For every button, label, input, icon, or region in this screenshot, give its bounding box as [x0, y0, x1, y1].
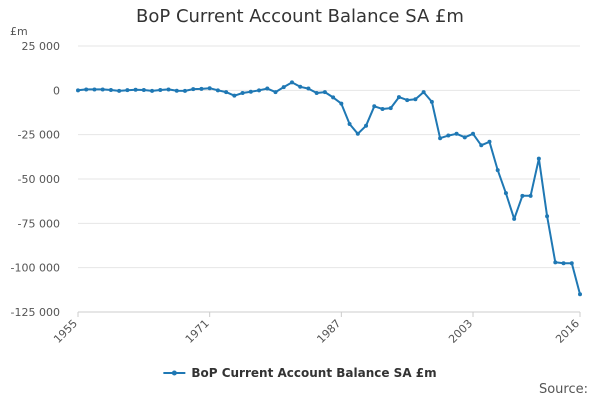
data-point[interactable] [347, 122, 352, 127]
axes: £m [10, 25, 580, 313]
data-point[interactable] [166, 87, 171, 92]
data-point[interactable] [462, 135, 467, 140]
data-point[interactable] [133, 87, 138, 92]
data-point[interactable] [182, 88, 187, 93]
data-point[interactable] [150, 88, 155, 93]
source-label: Source: [538, 382, 588, 397]
data-point[interactable] [355, 131, 360, 136]
x-tick-label: 1987 [314, 317, 343, 346]
data-point[interactable] [273, 90, 278, 95]
data-point[interactable] [413, 97, 418, 102]
y-tick-label: 0 [53, 84, 60, 97]
data-point[interactable] [248, 89, 253, 94]
data-point[interactable] [199, 86, 204, 91]
data-point[interactable] [331, 95, 336, 100]
data-point[interactable] [438, 136, 443, 141]
gridlines [78, 45, 580, 313]
data-point[interactable] [421, 90, 426, 95]
data-point[interactable] [536, 156, 541, 161]
data-point[interactable] [569, 261, 574, 266]
data-point[interactable] [232, 93, 237, 98]
x-axis-ticks: 1955 1971 1987 2003 2016 [51, 312, 582, 346]
data-point[interactable] [322, 90, 327, 95]
y-axis-ticks: 25 000 0 -25 000 -50 000 -75 000 -100 000 -125… [11, 40, 60, 319]
data-point[interactable] [306, 86, 311, 91]
series-line [77, 81, 581, 295]
data-point[interactable] [545, 214, 550, 219]
y-tick-label: -50 000 [18, 173, 60, 186]
y-tick-label: -25 000 [18, 129, 60, 142]
data-point[interactable] [207, 86, 212, 91]
data-point[interactable] [289, 80, 294, 85]
data-point[interactable] [298, 84, 303, 89]
data-point[interactable] [215, 88, 220, 93]
data-point[interactable] [158, 87, 163, 92]
data-point[interactable] [265, 86, 270, 91]
chart-title: BoP Current Account Balance SA £m [136, 6, 464, 27]
series-balance [76, 80, 582, 297]
data-point[interactable] [446, 133, 451, 138]
y-tick-label: -125 000 [11, 306, 60, 319]
data-point[interactable] [561, 261, 566, 266]
y-tick-label: 25 000 [22, 40, 61, 53]
data-point[interactable] [520, 193, 525, 198]
data-point[interactable] [141, 87, 146, 92]
y-axis-label: £m [10, 25, 28, 38]
y-tick-label: -75 000 [18, 217, 60, 230]
data-point[interactable] [454, 131, 459, 136]
legend[interactable]: BoP Current Account Balance SA £m [163, 366, 437, 380]
data-point[interactable] [84, 87, 89, 92]
legend-label: BoP Current Account Balance SA £m [191, 366, 436, 380]
data-point[interactable] [76, 88, 80, 93]
data-point[interactable] [339, 101, 344, 106]
data-point[interactable] [405, 98, 410, 103]
data-point[interactable] [108, 87, 113, 92]
data-point[interactable] [528, 193, 533, 198]
data-point[interactable] [191, 87, 196, 92]
data-point[interactable] [388, 106, 393, 111]
data-point[interactable] [372, 104, 377, 109]
x-tick-label: 2003 [446, 317, 475, 346]
data-point[interactable] [512, 216, 517, 221]
data-point[interactable] [429, 99, 434, 104]
data-point[interactable] [224, 90, 229, 95]
data-point[interactable] [479, 143, 484, 148]
data-point[interactable] [314, 90, 319, 95]
data-point[interactable] [396, 95, 401, 100]
y-tick-label: -100 000 [11, 262, 60, 275]
data-point[interactable] [92, 87, 97, 92]
data-point[interactable] [125, 88, 130, 93]
data-point[interactable] [240, 90, 245, 95]
data-point[interactable] [100, 87, 105, 92]
data-point[interactable] [380, 106, 385, 111]
legend-marker-dot [171, 370, 177, 376]
data-point[interactable] [503, 191, 508, 196]
data-point[interactable] [174, 88, 179, 93]
data-point[interactable] [281, 85, 286, 90]
data-point[interactable] [495, 168, 500, 173]
data-point[interactable] [257, 88, 262, 93]
x-tick-label: 1955 [51, 317, 80, 346]
x-tick-label: 2016 [553, 317, 582, 346]
data-point[interactable] [117, 88, 122, 93]
data-point[interactable] [578, 292, 582, 297]
x-tick-label: 1971 [183, 317, 212, 346]
data-point[interactable] [487, 139, 492, 144]
data-point[interactable] [471, 131, 476, 136]
data-point[interactable] [553, 260, 558, 265]
data-point[interactable] [364, 123, 369, 128]
